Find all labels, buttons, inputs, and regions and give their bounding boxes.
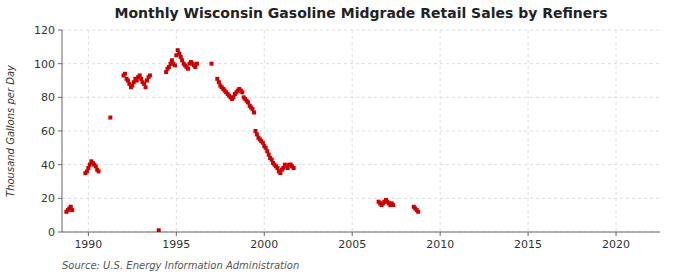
- x-tick: [528, 232, 529, 236]
- points: [64, 48, 420, 232]
- x-tick-label: 2015: [514, 238, 542, 251]
- y-tick-label: 60: [41, 125, 55, 138]
- point: [252, 110, 256, 114]
- point: [97, 169, 101, 173]
- point: [108, 116, 112, 120]
- source-note: Source: U.S. Energy Information Administ…: [62, 260, 299, 271]
- grid-line: [264, 30, 265, 232]
- x-tick-label: 1990: [74, 238, 102, 251]
- point: [157, 228, 161, 232]
- grid-line: [62, 63, 660, 64]
- x-tick: [264, 232, 265, 236]
- grid: [62, 30, 660, 232]
- y-tick: [58, 232, 62, 233]
- point: [195, 62, 199, 66]
- y-tick: [58, 30, 62, 31]
- background: [0, 0, 675, 275]
- grid-line: [528, 30, 529, 232]
- grid-line: [62, 198, 660, 199]
- x-tick: [176, 232, 177, 236]
- point: [123, 72, 127, 76]
- point: [148, 73, 152, 77]
- y-tick-label: 100: [34, 58, 55, 71]
- y-tick: [58, 63, 62, 64]
- x-axis-line: [62, 232, 660, 233]
- axes: 1990 1995 2000 2005 2010 2015 2020 0 20 40 60 80 100…: [34, 24, 660, 251]
- grid-line: [62, 164, 660, 165]
- x-tick-label: 1995: [162, 238, 190, 251]
- grid-line: [62, 97, 660, 98]
- x-tick-label: 2020: [602, 238, 630, 251]
- y-tick-label: 0: [48, 226, 55, 239]
- x-tick-label: 2005: [338, 238, 366, 251]
- chart: 1990 1995 2000 2005 2010 2015 2020 0 20 40 60 80 100…: [0, 0, 675, 275]
- y-tick-label: 120: [34, 24, 55, 37]
- y-tick-label: 20: [41, 192, 55, 205]
- x-tick: [440, 232, 441, 236]
- point: [173, 63, 177, 67]
- point: [240, 90, 244, 94]
- grid-line: [62, 30, 660, 31]
- grid-line: [352, 30, 353, 232]
- x-tick-label: 2000: [250, 238, 278, 251]
- grid-line: [616, 30, 617, 232]
- point: [186, 67, 190, 71]
- grid-line: [176, 30, 177, 232]
- point: [292, 166, 296, 170]
- point: [416, 210, 420, 214]
- y-tick: [58, 131, 62, 132]
- x-tick: [352, 232, 353, 236]
- point: [70, 208, 74, 212]
- y-tick-label: 40: [41, 159, 55, 172]
- point: [210, 62, 214, 66]
- point: [144, 85, 148, 89]
- y-tick-label: 80: [41, 91, 55, 104]
- x-tick-label: 2010: [426, 238, 454, 251]
- x-tick: [88, 232, 89, 236]
- grid-line: [440, 30, 441, 232]
- x-tick: [616, 232, 617, 236]
- y-axis-label: Thousand Gallons per Day: [5, 64, 16, 197]
- y-tick: [58, 97, 62, 98]
- grid-line: [62, 131, 660, 132]
- y-tick: [58, 198, 62, 199]
- point: [391, 203, 395, 207]
- grid-line: [62, 232, 660, 233]
- grid-line: [88, 30, 89, 232]
- title: Monthly Wisconsin Gasoline Midgrade Reta…: [114, 5, 607, 21]
- y-tick: [58, 164, 62, 165]
